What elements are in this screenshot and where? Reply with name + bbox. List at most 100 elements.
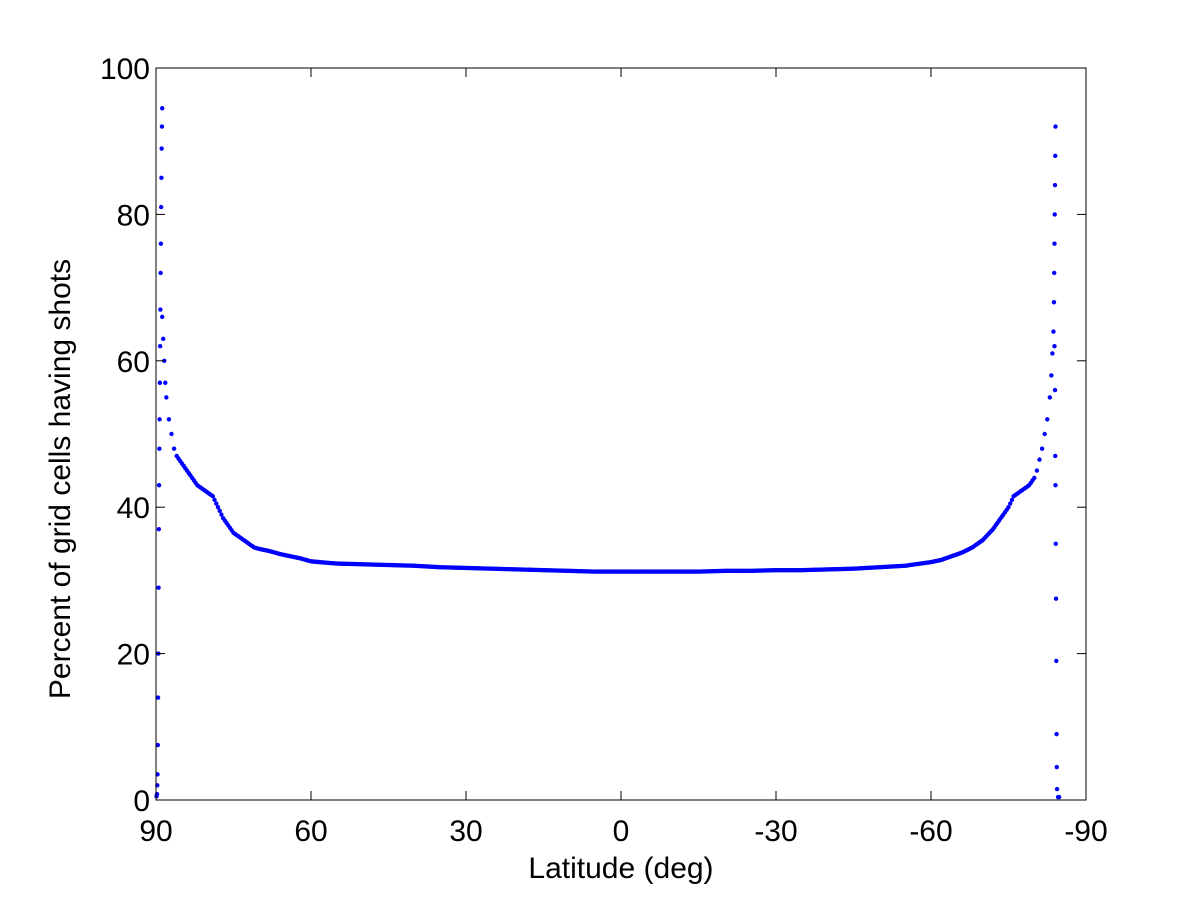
data-point (164, 395, 169, 400)
data-point (155, 695, 161, 700)
data-point (158, 241, 164, 246)
data-point (1004, 507, 1009, 512)
data-point (1054, 786, 1060, 792)
data-point (229, 528, 234, 533)
data-point (1056, 794, 1062, 800)
data-point (159, 146, 164, 151)
x-tick-label: -90 (1064, 815, 1107, 848)
data-point (1025, 484, 1030, 489)
data-point (239, 536, 245, 542)
data-point (156, 526, 162, 532)
data-point (171, 446, 177, 451)
data-point (161, 336, 166, 342)
data-point (1030, 478, 1035, 483)
data-point (183, 465, 188, 471)
data-point (643, 569, 648, 574)
data-point (1039, 446, 1045, 451)
data-point (1053, 453, 1058, 459)
data-point (158, 270, 163, 276)
data-point (1014, 491, 1020, 496)
y-tick-label: 80 (117, 199, 150, 232)
y-tick-label: 20 (117, 639, 150, 672)
y-axis-label: Percent of grid cells having shots (44, 259, 77, 699)
data-point (1053, 483, 1058, 488)
y-tick-label: 100 (100, 53, 150, 86)
data-point (999, 514, 1005, 519)
data-point (215, 505, 221, 510)
data-point (989, 528, 994, 533)
data-point (1052, 343, 1057, 349)
plot-area (156, 68, 1086, 800)
x-tick-label: 30 (449, 815, 482, 848)
x-tick-label: -60 (909, 815, 952, 848)
data-point (1049, 373, 1054, 378)
data-point (1034, 468, 1040, 473)
data-point (156, 483, 162, 488)
data-point (208, 492, 214, 498)
data-point (746, 568, 751, 574)
data-point (157, 417, 162, 422)
data-point (177, 458, 183, 464)
data-point (217, 508, 222, 514)
data-point (156, 585, 161, 590)
data-point (154, 791, 160, 797)
data-point (160, 314, 165, 320)
data-point (720, 568, 726, 574)
data-point (157, 343, 163, 349)
data-point (245, 540, 250, 545)
data-point (1053, 124, 1058, 129)
x-tick-labels: 90 60 30 0 -30 -60 -90 (139, 815, 1107, 848)
data-point (219, 512, 224, 517)
data-point (212, 497, 217, 503)
data-point (1052, 387, 1058, 393)
data-points (154, 106, 1062, 800)
data-point (160, 106, 165, 111)
data-point (157, 380, 163, 385)
y-tick-labels: 0 20 40 60 80 100 (100, 53, 150, 818)
data-point (1045, 417, 1050, 422)
data-point (163, 380, 168, 385)
data-point (1047, 395, 1053, 400)
data-point (1054, 731, 1059, 737)
y-tick-label: 0 (133, 785, 150, 818)
x-axis-label: Latitude (deg) (528, 852, 713, 885)
data-point (1037, 457, 1042, 462)
data-point (250, 544, 255, 549)
data-point (1051, 329, 1056, 334)
data-point (214, 501, 219, 506)
data-point (159, 175, 164, 180)
data-point (617, 569, 622, 574)
x-tick-label: 60 (294, 815, 327, 848)
x-tick-label: -30 (754, 815, 797, 848)
axis-ticks (155, 67, 1087, 801)
data-point (1053, 541, 1058, 546)
data-point (1052, 182, 1058, 188)
x-tick-label: 0 (613, 815, 630, 848)
data-point (668, 569, 674, 574)
data-point (1052, 212, 1057, 217)
data-point (694, 569, 700, 574)
data-point (158, 204, 164, 210)
data-point (1020, 487, 1025, 493)
data-point (1054, 764, 1060, 770)
data-point (193, 480, 198, 485)
data-point (1042, 431, 1047, 437)
data-point (234, 533, 240, 538)
x-tick-label: 90 (139, 815, 172, 848)
data-point (188, 473, 193, 478)
data-point (198, 485, 203, 490)
data-point (591, 569, 596, 574)
data-point (772, 568, 777, 573)
data-point (1050, 351, 1055, 356)
data-point (978, 538, 984, 544)
y-tick-label: 60 (117, 346, 150, 379)
data-point (1054, 658, 1059, 664)
data-point (155, 742, 161, 748)
data-point (203, 489, 209, 494)
y-tick-label: 40 (117, 492, 150, 525)
data-point (798, 567, 803, 573)
data-point (1009, 497, 1015, 503)
data-point (1053, 596, 1059, 601)
data-point (224, 520, 229, 526)
